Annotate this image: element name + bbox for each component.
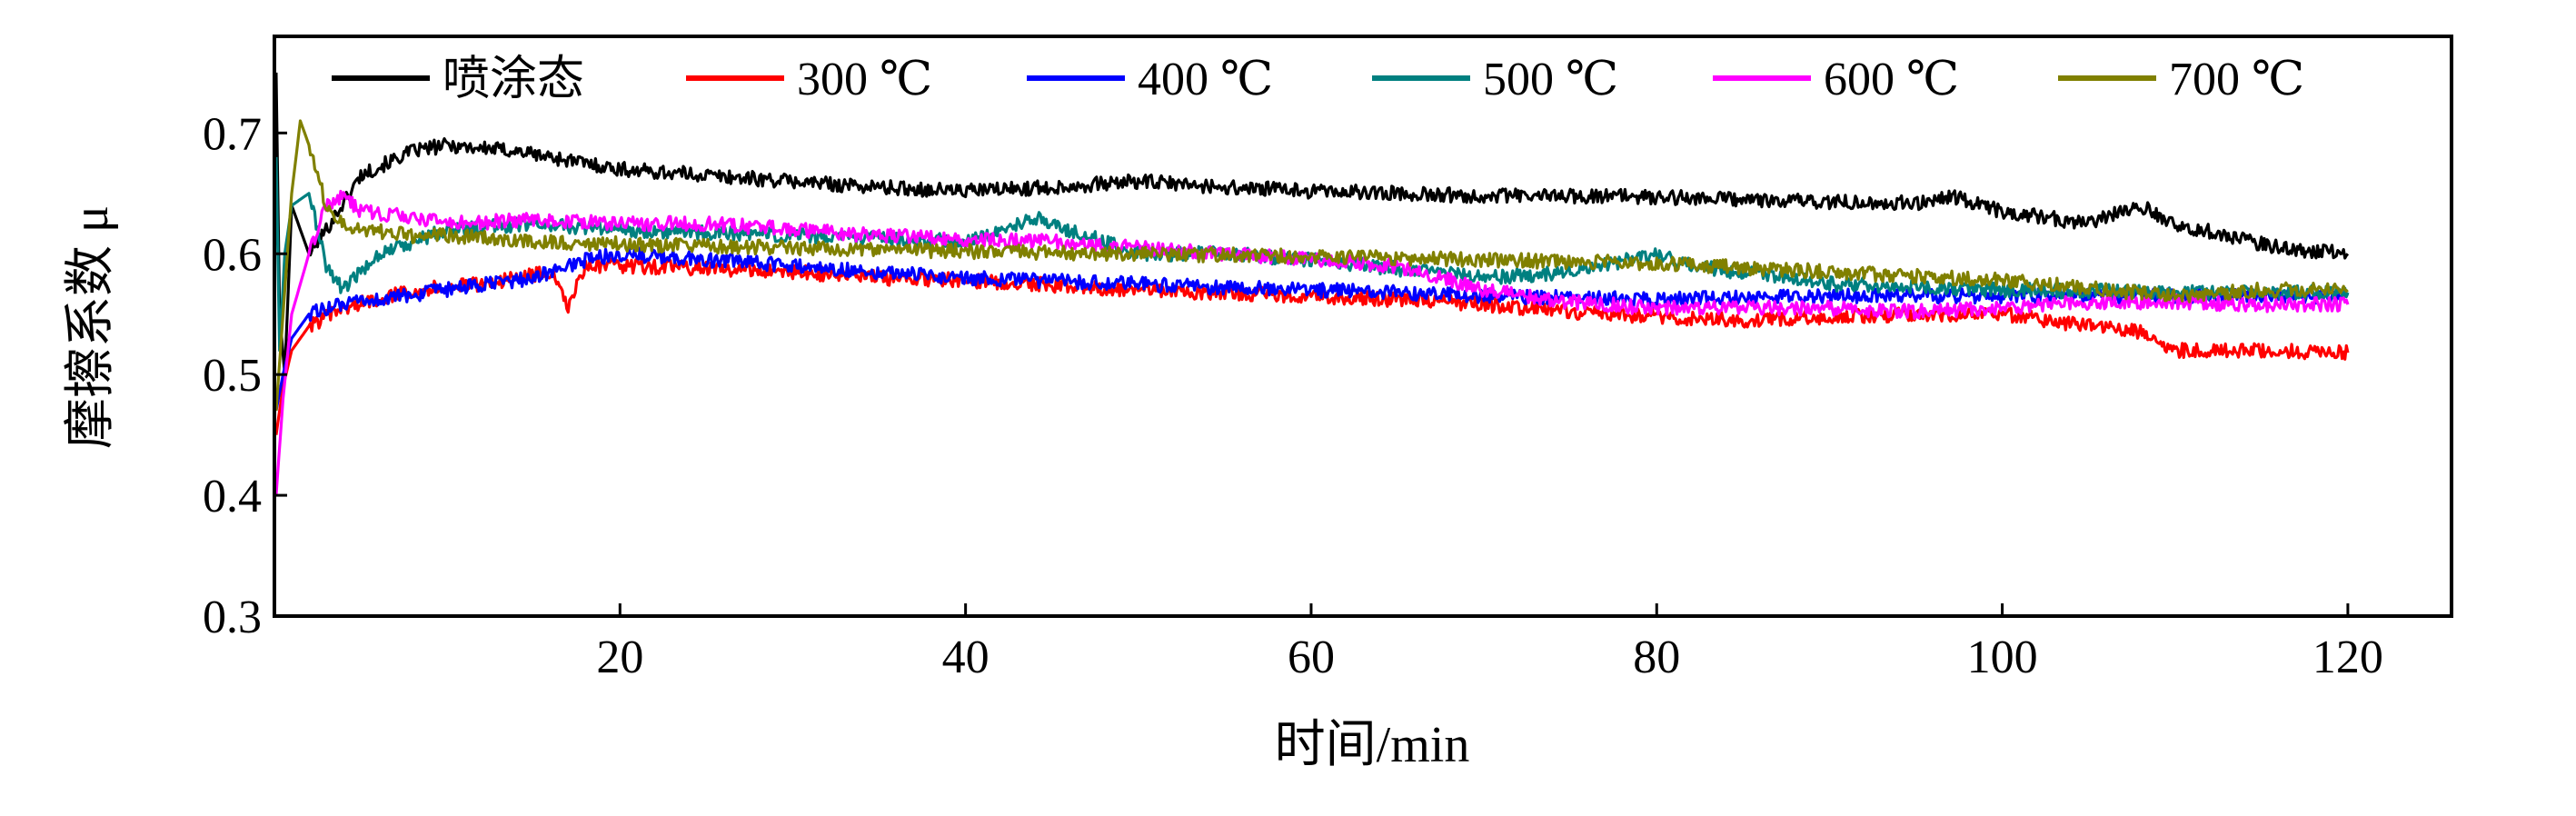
series-line-3 bbox=[274, 246, 2349, 412]
legend: 喷涂态 300 ℃ 400 ℃ 500 ℃ 600 ℃ 700 ℃ bbox=[332, 54, 2304, 105]
y-axis-ticks: 0.3 0.4 0.5 0.6 0.7 bbox=[203, 108, 287, 643]
y-axis-title: 摩擦系数 μ bbox=[63, 205, 119, 449]
x-axis-title: 时间/min bbox=[1275, 717, 1470, 773]
x-tick-label: 80 bbox=[1633, 632, 1680, 683]
y-tick-label: 0.5 bbox=[203, 350, 262, 402]
legend-label-1: 喷涂态 bbox=[443, 54, 584, 105]
plot-lines bbox=[274, 72, 2350, 496]
series-line-5 bbox=[274, 189, 2350, 496]
x-tick-label: 120 bbox=[2312, 632, 2383, 683]
legend-label-3: 400 ℃ bbox=[1138, 54, 1273, 105]
x-tick-label: 20 bbox=[596, 632, 643, 683]
legend-label-6: 700 ℃ bbox=[2169, 54, 2304, 105]
x-tick-label: 100 bbox=[1967, 632, 2038, 683]
x-tick-label: 40 bbox=[942, 632, 990, 683]
x-axis-ticks: 20 40 60 80 100 120 bbox=[596, 603, 2383, 683]
legend-label-2: 300 ℃ bbox=[797, 54, 932, 105]
x-tick-label: 60 bbox=[1288, 632, 1335, 683]
y-tick-label: 0.3 bbox=[203, 592, 262, 643]
y-tick-label: 0.4 bbox=[203, 471, 262, 522]
legend-label-4: 500 ℃ bbox=[1483, 54, 1618, 105]
series-line-2 bbox=[274, 257, 2350, 435]
plot-frame bbox=[273, 35, 2453, 618]
series-line-6 bbox=[274, 119, 2349, 412]
y-tick-label: 0.7 bbox=[203, 108, 262, 160]
y-tick-label: 0.6 bbox=[203, 229, 262, 281]
series-line-1 bbox=[274, 72, 2350, 376]
legend-label-5: 600 ℃ bbox=[1824, 54, 1959, 105]
